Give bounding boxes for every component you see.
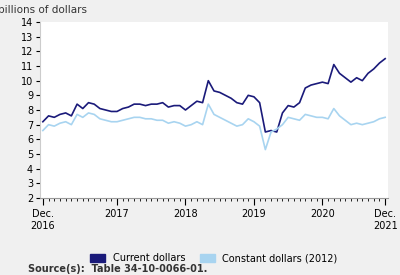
Legend: Current dollars, Constant dollars (2012): Current dollars, Constant dollars (2012) [86, 249, 342, 267]
Text: Source(s):  Table 34-10-0066-01.: Source(s): Table 34-10-0066-01. [28, 264, 207, 274]
Text: billions of dollars: billions of dollars [0, 5, 87, 15]
